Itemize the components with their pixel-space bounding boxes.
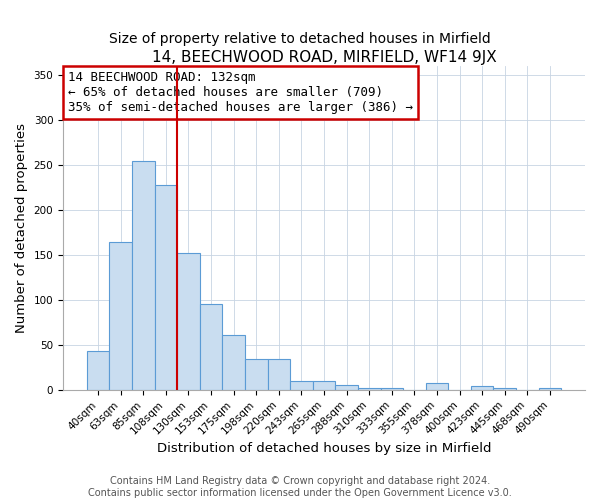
Text: Size of property relative to detached houses in Mirfield: Size of property relative to detached ho… xyxy=(109,32,491,46)
Y-axis label: Number of detached properties: Number of detached properties xyxy=(15,123,28,333)
Bar xyxy=(245,360,268,390)
Bar xyxy=(155,185,177,390)
Bar xyxy=(493,388,516,390)
Bar xyxy=(109,242,132,390)
Bar xyxy=(177,253,200,390)
Bar xyxy=(313,381,335,390)
Text: Contains HM Land Registry data © Crown copyright and database right 2024.
Contai: Contains HM Land Registry data © Crown c… xyxy=(88,476,512,498)
Bar xyxy=(200,304,223,390)
Bar xyxy=(471,386,493,390)
Bar xyxy=(358,388,380,390)
Text: 14 BEECHWOOD ROAD: 132sqm
← 65% of detached houses are smaller (709)
35% of semi: 14 BEECHWOOD ROAD: 132sqm ← 65% of detac… xyxy=(68,71,413,114)
Bar xyxy=(380,388,403,390)
Bar xyxy=(539,388,561,390)
Title: 14, BEECHWOOD ROAD, MIRFIELD, WF14 9JX: 14, BEECHWOOD ROAD, MIRFIELD, WF14 9JX xyxy=(152,50,496,65)
Bar xyxy=(425,382,448,390)
X-axis label: Distribution of detached houses by size in Mirfield: Distribution of detached houses by size … xyxy=(157,442,491,455)
Bar xyxy=(132,162,155,390)
Bar xyxy=(290,381,313,390)
Bar xyxy=(335,386,358,390)
Bar xyxy=(223,335,245,390)
Bar xyxy=(87,351,109,390)
Bar xyxy=(268,360,290,390)
